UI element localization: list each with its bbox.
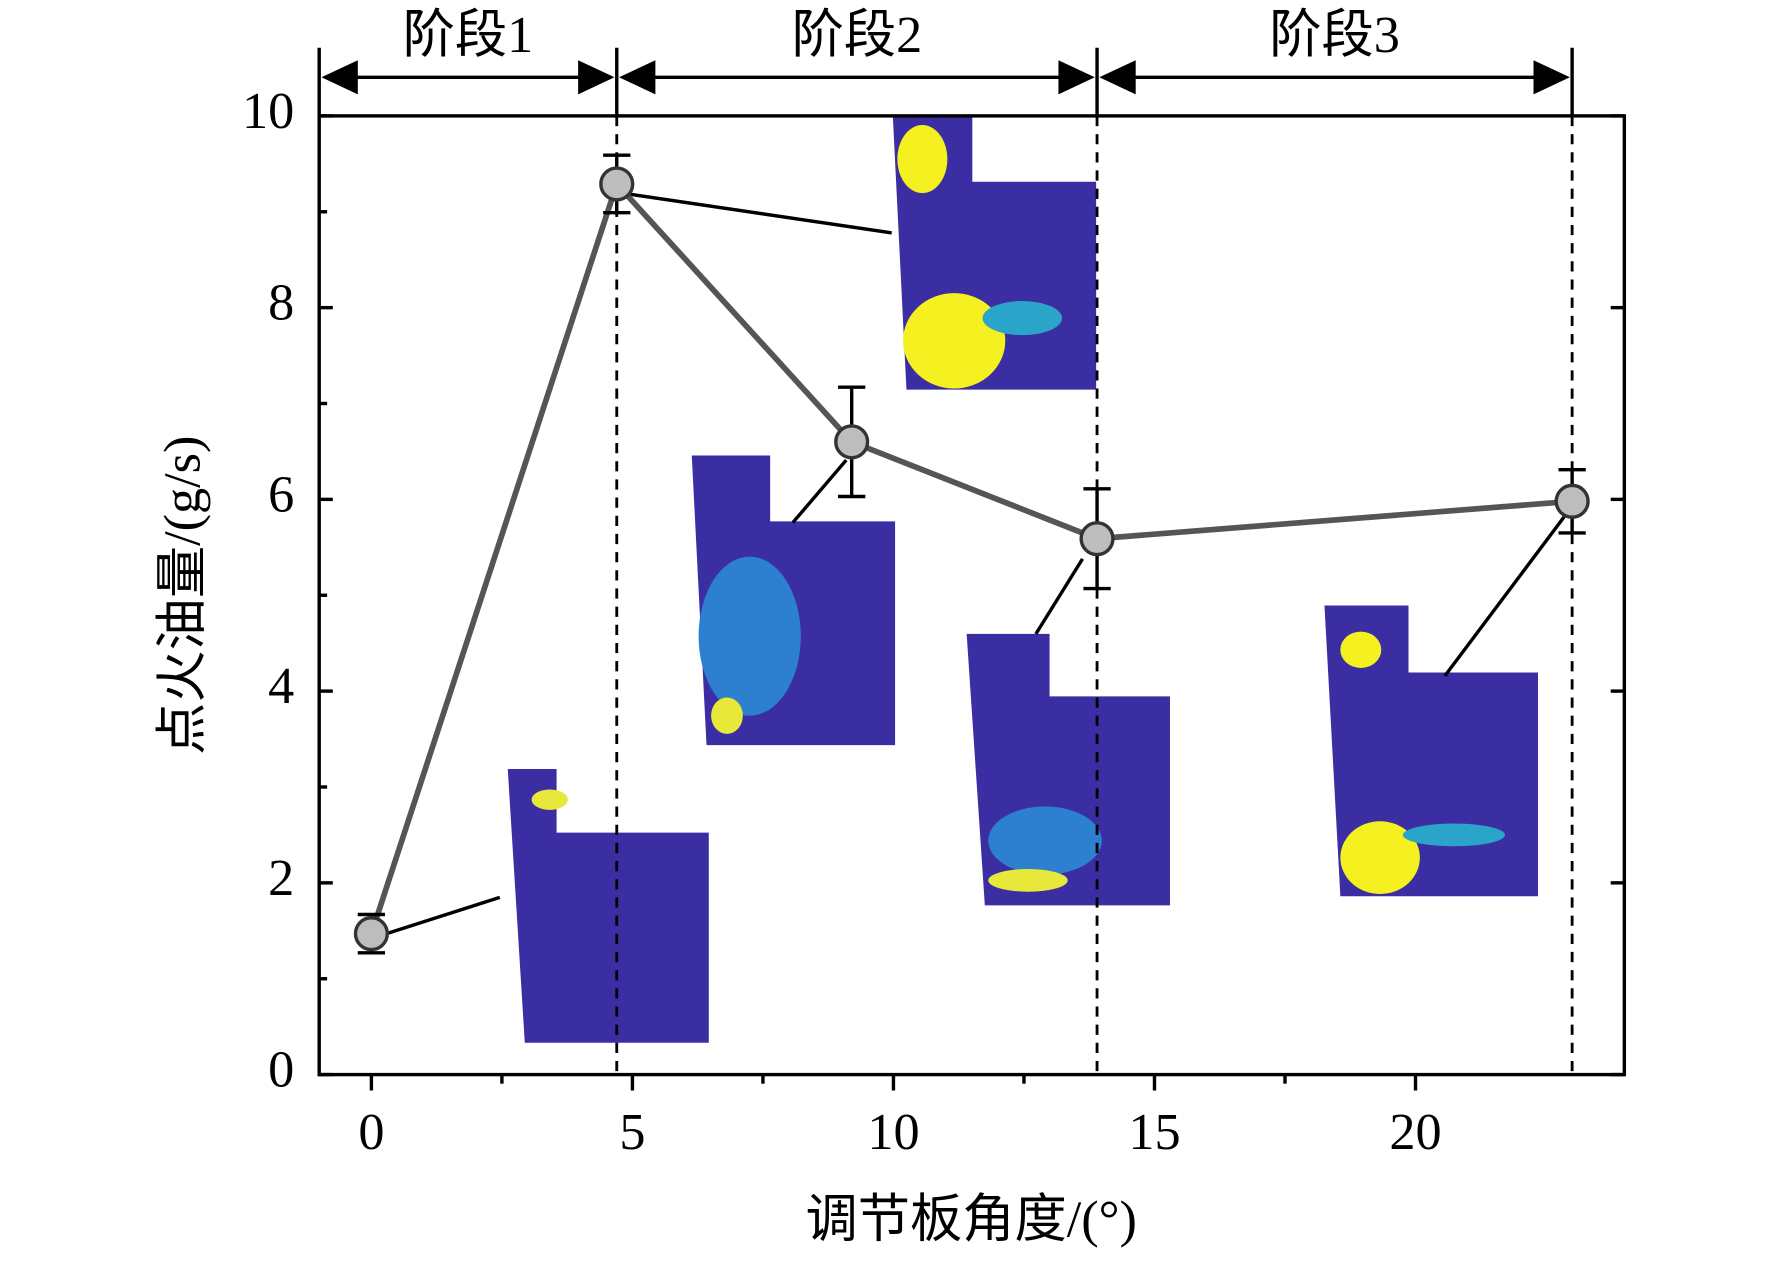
inset-flame <box>897 124 948 194</box>
data-point <box>834 424 870 460</box>
inset-flame <box>711 697 743 734</box>
inset-flame <box>988 806 1102 875</box>
y-tick-label: 6 <box>268 465 294 523</box>
data-point <box>1079 521 1115 557</box>
flame-insets <box>507 115 1539 1043</box>
y-tick-label: 10 <box>242 82 294 140</box>
stage-label: 阶段2 <box>792 6 923 64</box>
inset-flame <box>1402 823 1506 847</box>
inset-flame <box>531 789 568 810</box>
connector <box>622 191 892 235</box>
x-tick-label: 20 <box>1389 1103 1441 1161</box>
arrow-head <box>1058 60 1095 95</box>
connector <box>791 458 848 524</box>
stage-label: 阶段3 <box>1269 6 1400 64</box>
x-tick-label: 5 <box>619 1103 645 1161</box>
inset-flame <box>698 556 801 716</box>
inset-connectors <box>385 191 1566 936</box>
inset-flame <box>988 868 1068 892</box>
y-tick-label: 0 <box>268 1041 294 1099</box>
x-tick-label: 15 <box>1128 1103 1180 1161</box>
inset-flame <box>903 293 1006 389</box>
data-point <box>353 916 389 952</box>
y-tick-label: 8 <box>268 274 294 332</box>
x-axis-label: 调节板角度/(°) <box>805 1191 1136 1249</box>
data-point <box>1554 483 1590 519</box>
inset-flame <box>1340 631 1382 668</box>
data-point <box>599 166 635 202</box>
stage-label: 阶段1 <box>403 6 534 64</box>
arrow-head <box>578 60 615 95</box>
inset-flame <box>982 301 1063 336</box>
arrow-head <box>619 60 656 95</box>
y-tick-label: 2 <box>268 849 294 907</box>
connector <box>1034 557 1084 635</box>
connector <box>385 895 501 936</box>
y-axis-label: 点火油量/(g/s) <box>153 436 211 755</box>
inset <box>507 769 709 1043</box>
x-tick-label: 0 <box>358 1103 384 1161</box>
arrow-head <box>321 60 358 95</box>
connector <box>1443 515 1566 677</box>
arrow-head <box>1533 60 1570 95</box>
inset-flame <box>1340 821 1420 894</box>
x-tick-label: 10 <box>867 1103 919 1161</box>
y-tick-label: 4 <box>268 657 294 715</box>
arrow-head <box>1099 60 1136 95</box>
